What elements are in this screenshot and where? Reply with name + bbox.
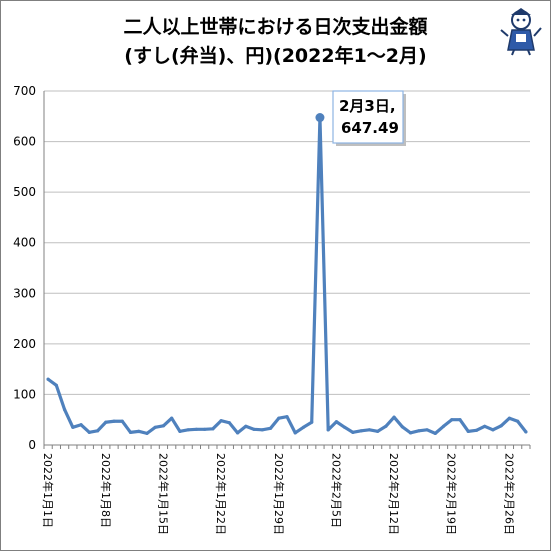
series-line [46,115,528,435]
data-point [71,425,75,429]
data-point [293,431,297,435]
data-point [433,431,437,435]
y-tick-label: 300 [13,286,36,300]
data-point [235,431,240,435]
data-point [458,418,462,422]
data-point [194,427,198,431]
data-point [219,419,223,423]
data-point [376,429,380,433]
peak-marker [315,113,325,123]
annotation-label-date: 2月3日, [339,97,396,115]
x-tick-label: 2022年1月22日 [214,453,228,535]
data-point [211,427,215,431]
data-point [128,430,133,434]
data-point [203,427,207,431]
data-point [367,428,371,432]
y-tick-label: 500 [13,185,36,199]
y-tick-label: 700 [13,84,36,98]
data-point [153,425,157,429]
data-point [277,416,281,420]
annotation-label-value: 647.49 [341,119,399,137]
x-tick-label: 2022年1月1日 [41,453,55,528]
data-point [104,420,108,424]
data-point [87,430,91,434]
data-point [507,416,512,420]
data-point [137,429,141,433]
x-tick-label: 2022年1月15日 [156,453,170,535]
data-point [499,424,503,428]
data-point [227,421,231,425]
data-point [491,428,495,432]
gridlines [44,90,530,395]
data-point [334,420,339,424]
x-tick-label: 2022年1月29日 [272,453,286,535]
y-tick-label: 200 [13,337,36,351]
data-point [95,429,100,433]
data-point [384,424,388,428]
data-point [112,419,116,423]
data-point [326,428,330,432]
chart-subtitle: (すし(弁当)、円)(2022年1～2月) [124,45,427,67]
data-point [79,423,83,427]
data-point [441,424,446,428]
peak-annotation: 2月3日, 647.49 [315,90,406,146]
data-point [351,430,355,434]
data-point [46,377,50,381]
data-point [516,419,520,423]
data-point [186,428,190,432]
x-tick-label: 2022年2月26日 [502,453,516,535]
data-point [524,430,528,434]
y-tick-label: 100 [13,387,36,401]
x-tick-label: 2022年2月5日 [329,453,343,528]
y-axis: 0 100 200 300 400 500 600 700 [13,84,45,452]
y-tick-label: 0 [28,438,36,452]
data-point [400,425,404,429]
y-tick-label: 600 [13,135,36,149]
x-axis: 2022年1月1日 2022年1月8日 2022年1月15日 2022年1月22日 20… [41,444,531,535]
data-point [62,408,67,412]
y-tick-label: 400 [13,236,36,250]
data-point [170,416,174,420]
data-point [417,429,421,433]
data-point [466,429,470,433]
data-point [260,428,264,432]
chart-title: 二人以上世帯における日次支出金額 [123,16,428,38]
mascot-logo-icon [500,8,542,56]
data-point [310,420,314,424]
x-tick-label: 2022年2月19日 [445,453,459,535]
data-point [178,429,182,433]
data-point [285,415,289,419]
data-point [450,418,454,422]
data-point [301,425,306,429]
data-point [252,427,256,431]
data-point [343,425,347,429]
data-point [268,426,273,430]
data-point [392,415,396,419]
data-point [120,419,124,423]
data-point [408,431,413,435]
data-point [425,428,429,432]
data-point [161,424,166,428]
data-point [54,383,58,387]
data-point [145,431,149,435]
x-tick-label: 2022年2月12日 [387,453,401,535]
annotation-box [332,90,404,144]
data-point [244,424,248,428]
data-point [359,429,363,433]
data-point [483,424,487,428]
series-polyline [46,115,528,435]
data-point [474,428,479,432]
x-tick-label: 2022年1月8日 [99,453,113,528]
